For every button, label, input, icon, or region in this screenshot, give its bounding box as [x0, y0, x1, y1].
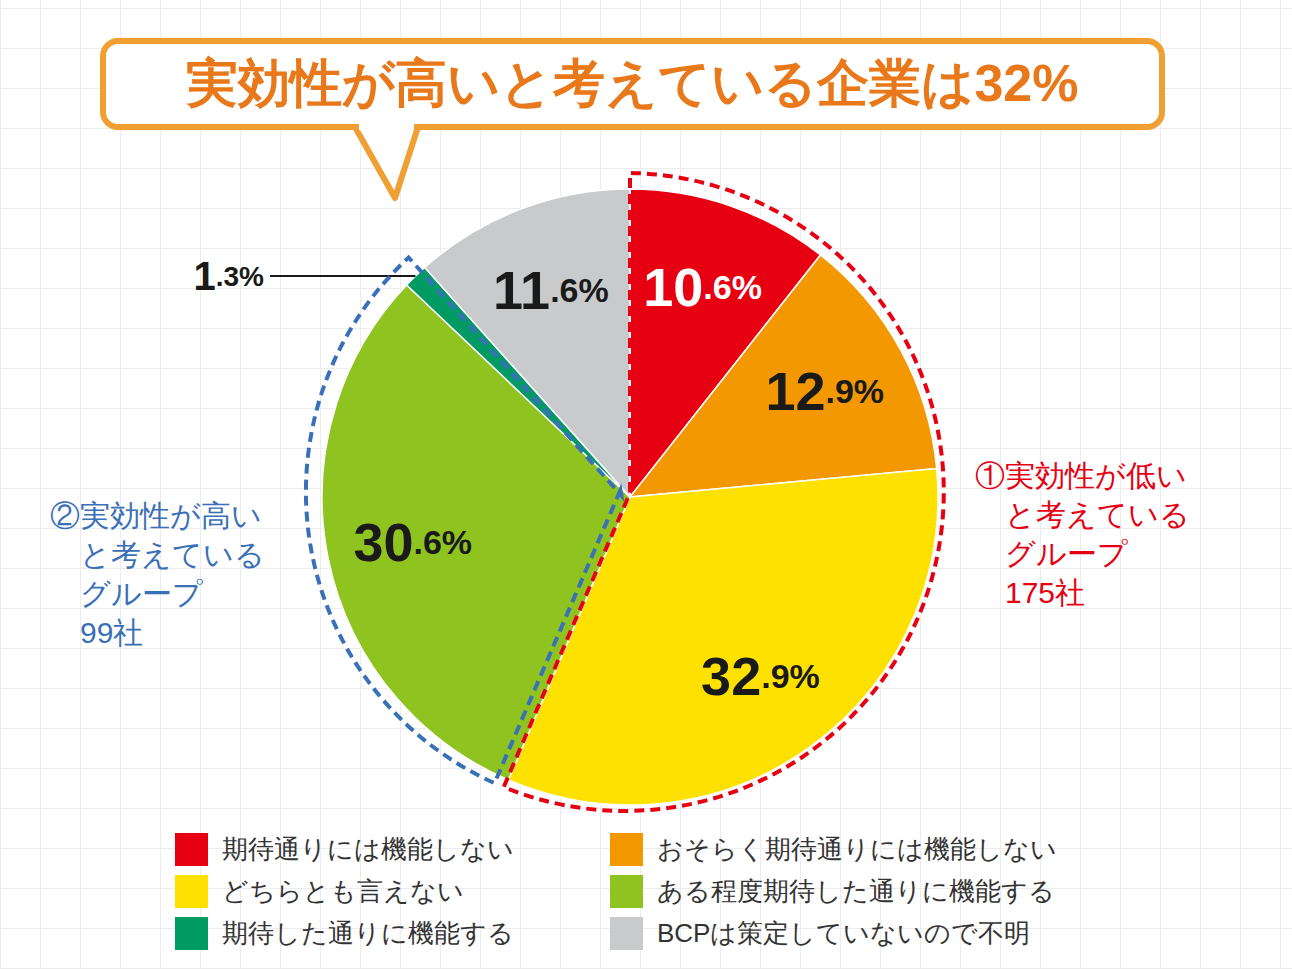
html-text:どちらとも言えない: どちらとも言えない — [222, 875, 464, 906]
html-text:と考えている: と考えている — [80, 538, 265, 571]
html-text:①実効性が低い: ①実効性が低い — [975, 459, 1187, 492]
html-text:ある程度期待した通りに機能する: ある程度期待した通りに機能する — [657, 875, 1055, 906]
html-text:期待した通りに機能する: 期待した通りに機能する — [222, 917, 514, 948]
html-text:グループ: グループ — [1005, 537, 1128, 570]
html-text:グループ: グループ — [80, 577, 203, 610]
svg-text:12.9%: 12.9% — [765, 361, 884, 421]
svg-text:30.6%: 30.6% — [353, 512, 472, 572]
svg-text:10.6%: 10.6% — [643, 257, 762, 317]
html-text:②実効性が高い: ②実効性が高い — [50, 499, 262, 532]
html-text:99社: 99社 — [80, 616, 144, 649]
html-text:実効性が高いと考えている企業は32%: 実効性が高いと考えている企業は32% — [186, 54, 1079, 112]
html-text:BCPは策定していないので不明: BCPは策定していないので不明 — [657, 917, 1031, 948]
html-text:175社: 175社 — [1005, 576, 1086, 609]
html-text:期待通りには機能しない: 期待通りには機能しない — [222, 833, 514, 864]
html-text:おそらく期待通りには機能しない: おそらく期待通りには機能しない — [657, 833, 1057, 864]
svg-text:11.6%: 11.6% — [493, 260, 609, 320]
svg-text:32.9%: 32.9% — [701, 646, 820, 706]
html-text:と考えている: と考えている — [1005, 498, 1190, 531]
svg-text:1.3%: 1.3% — [194, 254, 265, 298]
